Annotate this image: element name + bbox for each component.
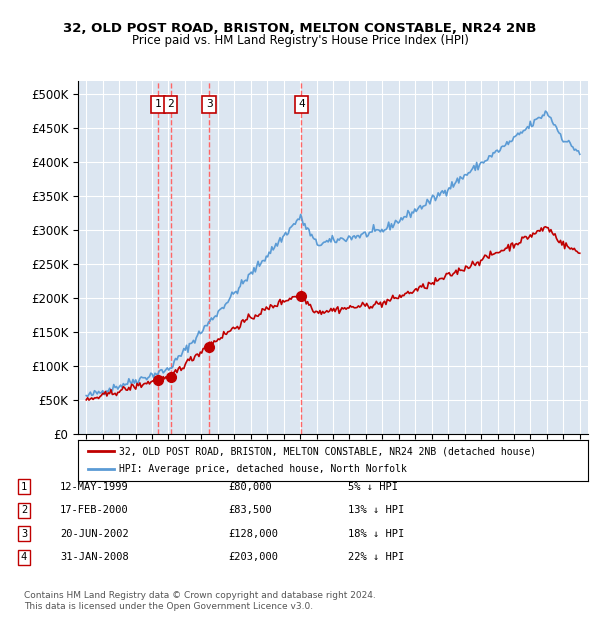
Text: £128,000: £128,000 (228, 529, 278, 539)
Text: 17-FEB-2000: 17-FEB-2000 (60, 505, 129, 515)
Text: 12-MAY-1999: 12-MAY-1999 (60, 482, 129, 492)
Text: 1: 1 (155, 99, 161, 109)
Text: 1: 1 (21, 482, 27, 492)
Text: 2: 2 (21, 505, 27, 515)
Text: 31-JAN-2008: 31-JAN-2008 (60, 552, 129, 562)
Text: 4: 4 (298, 99, 305, 109)
Text: 20-JUN-2002: 20-JUN-2002 (60, 529, 129, 539)
Text: 18% ↓ HPI: 18% ↓ HPI (348, 529, 404, 539)
Text: 32, OLD POST ROAD, BRISTON, MELTON CONSTABLE, NR24 2NB (detached house): 32, OLD POST ROAD, BRISTON, MELTON CONST… (119, 446, 536, 456)
Text: 32, OLD POST ROAD, BRISTON, MELTON CONSTABLE, NR24 2NB: 32, OLD POST ROAD, BRISTON, MELTON CONST… (64, 22, 536, 35)
Text: 13% ↓ HPI: 13% ↓ HPI (348, 505, 404, 515)
Text: 4: 4 (21, 552, 27, 562)
Text: Contains HM Land Registry data © Crown copyright and database right 2024.
This d: Contains HM Land Registry data © Crown c… (24, 591, 376, 611)
Text: HPI: Average price, detached house, North Norfolk: HPI: Average price, detached house, Nort… (119, 464, 407, 474)
Text: Price paid vs. HM Land Registry's House Price Index (HPI): Price paid vs. HM Land Registry's House … (131, 34, 469, 47)
Text: 22% ↓ HPI: 22% ↓ HPI (348, 552, 404, 562)
Text: £83,500: £83,500 (228, 505, 272, 515)
Text: 5% ↓ HPI: 5% ↓ HPI (348, 482, 398, 492)
Text: 3: 3 (206, 99, 212, 109)
Text: £203,000: £203,000 (228, 552, 278, 562)
Text: 3: 3 (21, 529, 27, 539)
Text: £80,000: £80,000 (228, 482, 272, 492)
Text: 2: 2 (167, 99, 174, 109)
